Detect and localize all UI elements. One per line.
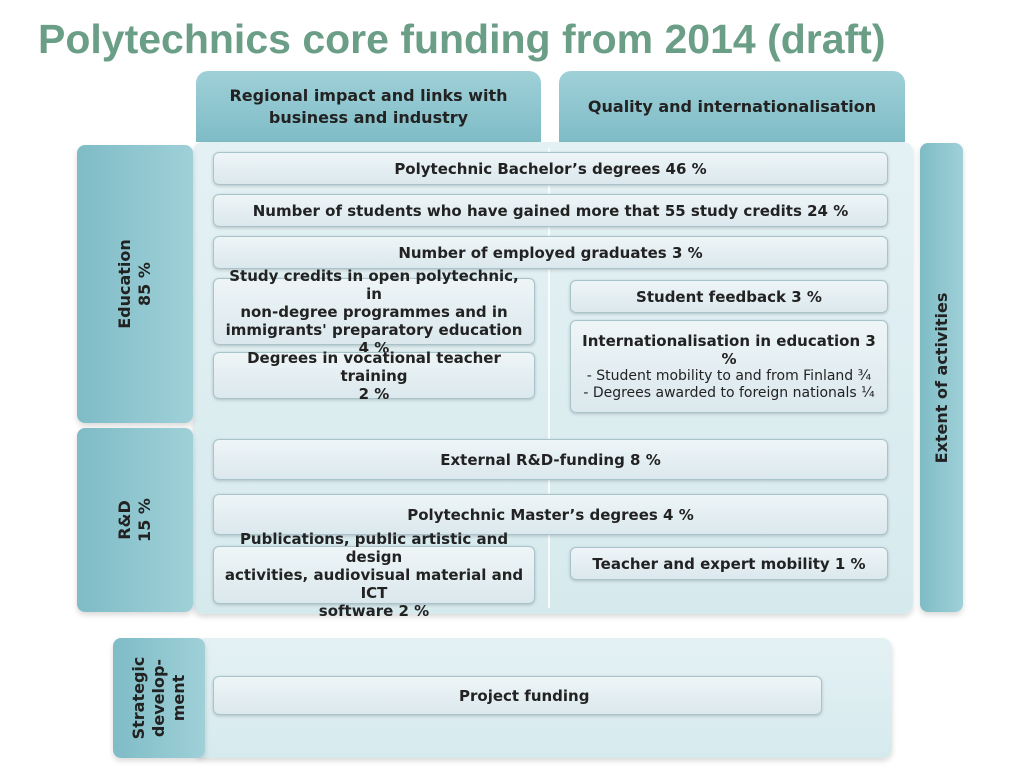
project-funding-box: Project funding — [213, 676, 822, 715]
internationalisation-line-1: - Student mobility to and from Finland ¾ — [586, 367, 872, 384]
bachelor-degrees-box: Polytechnic Bachelor’s degrees 46 % — [213, 152, 888, 185]
vocational-line-2: 2 % — [358, 384, 390, 403]
rd-section-label: R&D 15 % — [77, 428, 193, 612]
external-rd-funding-text: External R&D-funding 8 % — [440, 450, 661, 469]
strategic-line-3: ment — [169, 674, 188, 722]
vocational-line-1: Degrees in vocational teacher training — [247, 348, 501, 385]
strategic-development-label: Strategic develop- ment — [113, 638, 205, 758]
student-feedback-box: Student feedback 3 % — [570, 280, 888, 313]
page-title: Polytechnics core funding from 2014 (dra… — [38, 16, 886, 62]
rd-label-text: R&D — [115, 500, 134, 540]
study-credits-55-box: Number of students who have gained more … — [213, 194, 888, 227]
header-regional-line-2: business and industry — [268, 107, 469, 127]
header-regional-line-1: Regional impact and links with — [229, 85, 508, 105]
extent-of-activities-label: Extent of activities — [920, 143, 963, 612]
bachelor-degrees-text: Polytechnic Bachelor’s degrees 46 % — [394, 159, 707, 178]
header-quality-internationalisation: Quality and internationalisation — [559, 71, 905, 142]
column-divider — [548, 148, 550, 608]
header-regional-impact: Regional impact and links with business … — [196, 71, 541, 142]
education-label-text: Education — [115, 239, 134, 329]
publications-line-3: software 2 % — [318, 602, 430, 620]
employed-graduates-text: Number of employed graduates 3 % — [398, 243, 703, 262]
open-polytechnic-line-2: non-degree programmes and in — [240, 302, 508, 321]
publications-box: Publications, public artistic and design… — [213, 530, 535, 620]
strategic-line-1: Strategic — [129, 656, 148, 740]
teacher-expert-mobility-text: Teacher and expert mobility 1 % — [592, 554, 866, 573]
publications-line-2: activities, audiovisual material and ICT — [224, 566, 524, 602]
master-degrees-box: Polytechnic Master’s degrees 4 % — [213, 494, 888, 535]
employed-graduates-box: Number of employed graduates 3 % — [213, 236, 888, 269]
rd-share-text: 15 % — [135, 498, 154, 542]
open-polytechnic-credits-box: Study credits in open polytechnic, in no… — [213, 267, 535, 357]
project-funding-text: Project funding — [459, 686, 590, 705]
strategic-line-2: develop- — [149, 658, 168, 738]
teacher-expert-mobility-box: Teacher and expert mobility 1 % — [570, 547, 888, 580]
vocational-teacher-training-box: Degrees in vocational teacher training 2… — [213, 348, 535, 403]
external-rd-funding-box: External R&D-funding 8 % — [213, 439, 888, 480]
internationalisation-title: Internationalisation in education 3 % — [582, 331, 876, 368]
extent-label-text: Extent of activities — [931, 292, 951, 463]
header-quality-label: Quality and internationalisation — [587, 96, 877, 116]
education-share-text: 85 % — [135, 262, 154, 306]
study-credits-55-text: Number of students who have gained more … — [252, 201, 849, 220]
master-degrees-text: Polytechnic Master’s degrees 4 % — [407, 505, 694, 524]
internationalisation-line-2: - Degrees awarded to foreign nationals ¼ — [583, 384, 875, 401]
student-feedback-text: Student feedback 3 % — [636, 287, 822, 306]
open-polytechnic-line-1: Study credits in open polytechnic, in — [229, 266, 519, 303]
education-section-label: Education 85 % — [77, 145, 193, 423]
publications-line-1: Publications, public artistic and design — [239, 530, 509, 566]
internationalisation-box: Internationalisation in education 3 % - … — [570, 320, 888, 413]
